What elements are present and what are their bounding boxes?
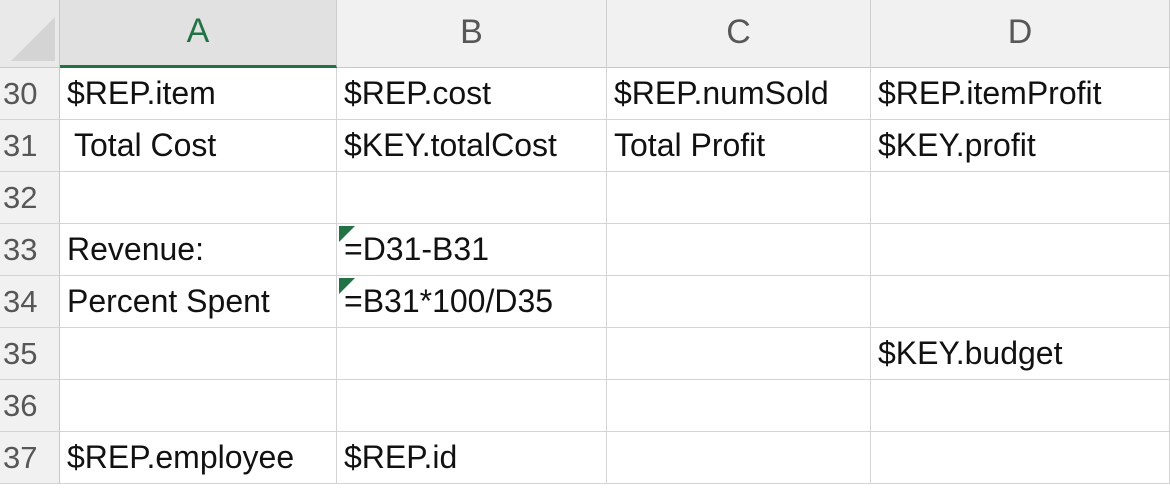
cell-d32[interactable] (871, 172, 1170, 224)
cell-b35[interactable] (337, 328, 607, 380)
cell-d35[interactable]: $KEY.budget (871, 328, 1170, 380)
cell-d34[interactable] (871, 276, 1170, 328)
row-header-31[interactable]: 31 (0, 120, 60, 172)
cell-b37[interactable]: $REP.id (337, 432, 607, 484)
cell-a31[interactable]: Total Cost (60, 120, 337, 172)
cell-b34[interactable]: =B31*100/D35 (337, 276, 607, 328)
cell-b36[interactable] (337, 380, 607, 432)
row-header-34[interactable]: 34 (0, 276, 60, 328)
error-indicator-icon[interactable] (339, 278, 355, 294)
cell-b33-value: =D31-B31 (344, 231, 489, 267)
cell-c35[interactable] (607, 328, 871, 380)
cell-a32[interactable] (60, 172, 337, 224)
cell-b31[interactable]: $KEY.totalCost (337, 120, 607, 172)
row-header-33[interactable]: 33 (0, 224, 60, 276)
cell-d31[interactable]: $KEY.profit (871, 120, 1170, 172)
cell-a37[interactable]: $REP.employee (60, 432, 337, 484)
select-all-triangle-icon (11, 17, 55, 61)
cell-c33[interactable] (607, 224, 871, 276)
cell-a30[interactable]: $REP.item (60, 68, 337, 120)
select-all-corner[interactable] (0, 0, 60, 68)
cell-d33[interactable] (871, 224, 1170, 276)
cell-d30[interactable]: $REP.itemProfit (871, 68, 1170, 120)
cell-c37[interactable] (607, 432, 871, 484)
column-header-b[interactable]: B (337, 0, 607, 68)
row-header-36[interactable]: 36 (0, 380, 60, 432)
row-header-37[interactable]: 37 (0, 432, 60, 484)
cell-c30[interactable]: $REP.numSold (607, 68, 871, 120)
cell-c32[interactable] (607, 172, 871, 224)
cell-b33[interactable]: =D31-B31 (337, 224, 607, 276)
row-header-30[interactable]: 30 (0, 68, 60, 120)
cell-a34[interactable]: Percent Spent (60, 276, 337, 328)
row-header-35[interactable]: 35 (0, 328, 60, 380)
column-header-c[interactable]: C (607, 0, 871, 68)
column-header-d[interactable]: D (871, 0, 1170, 68)
cell-c31[interactable]: Total Profit (607, 120, 871, 172)
cell-a36[interactable] (60, 380, 337, 432)
cell-c36[interactable] (607, 380, 871, 432)
cell-b34-value: =B31*100/D35 (344, 283, 554, 319)
cell-b30[interactable]: $REP.cost (337, 68, 607, 120)
cell-d37[interactable] (871, 432, 1170, 484)
error-indicator-icon[interactable] (339, 226, 355, 242)
cell-a33[interactable]: Revenue: (60, 224, 337, 276)
column-header-a[interactable]: A (60, 0, 337, 68)
cell-c34[interactable] (607, 276, 871, 328)
cell-b32[interactable] (337, 172, 607, 224)
cell-a35[interactable] (60, 328, 337, 380)
row-header-32[interactable]: 32 (0, 172, 60, 224)
cell-d36[interactable] (871, 380, 1170, 432)
